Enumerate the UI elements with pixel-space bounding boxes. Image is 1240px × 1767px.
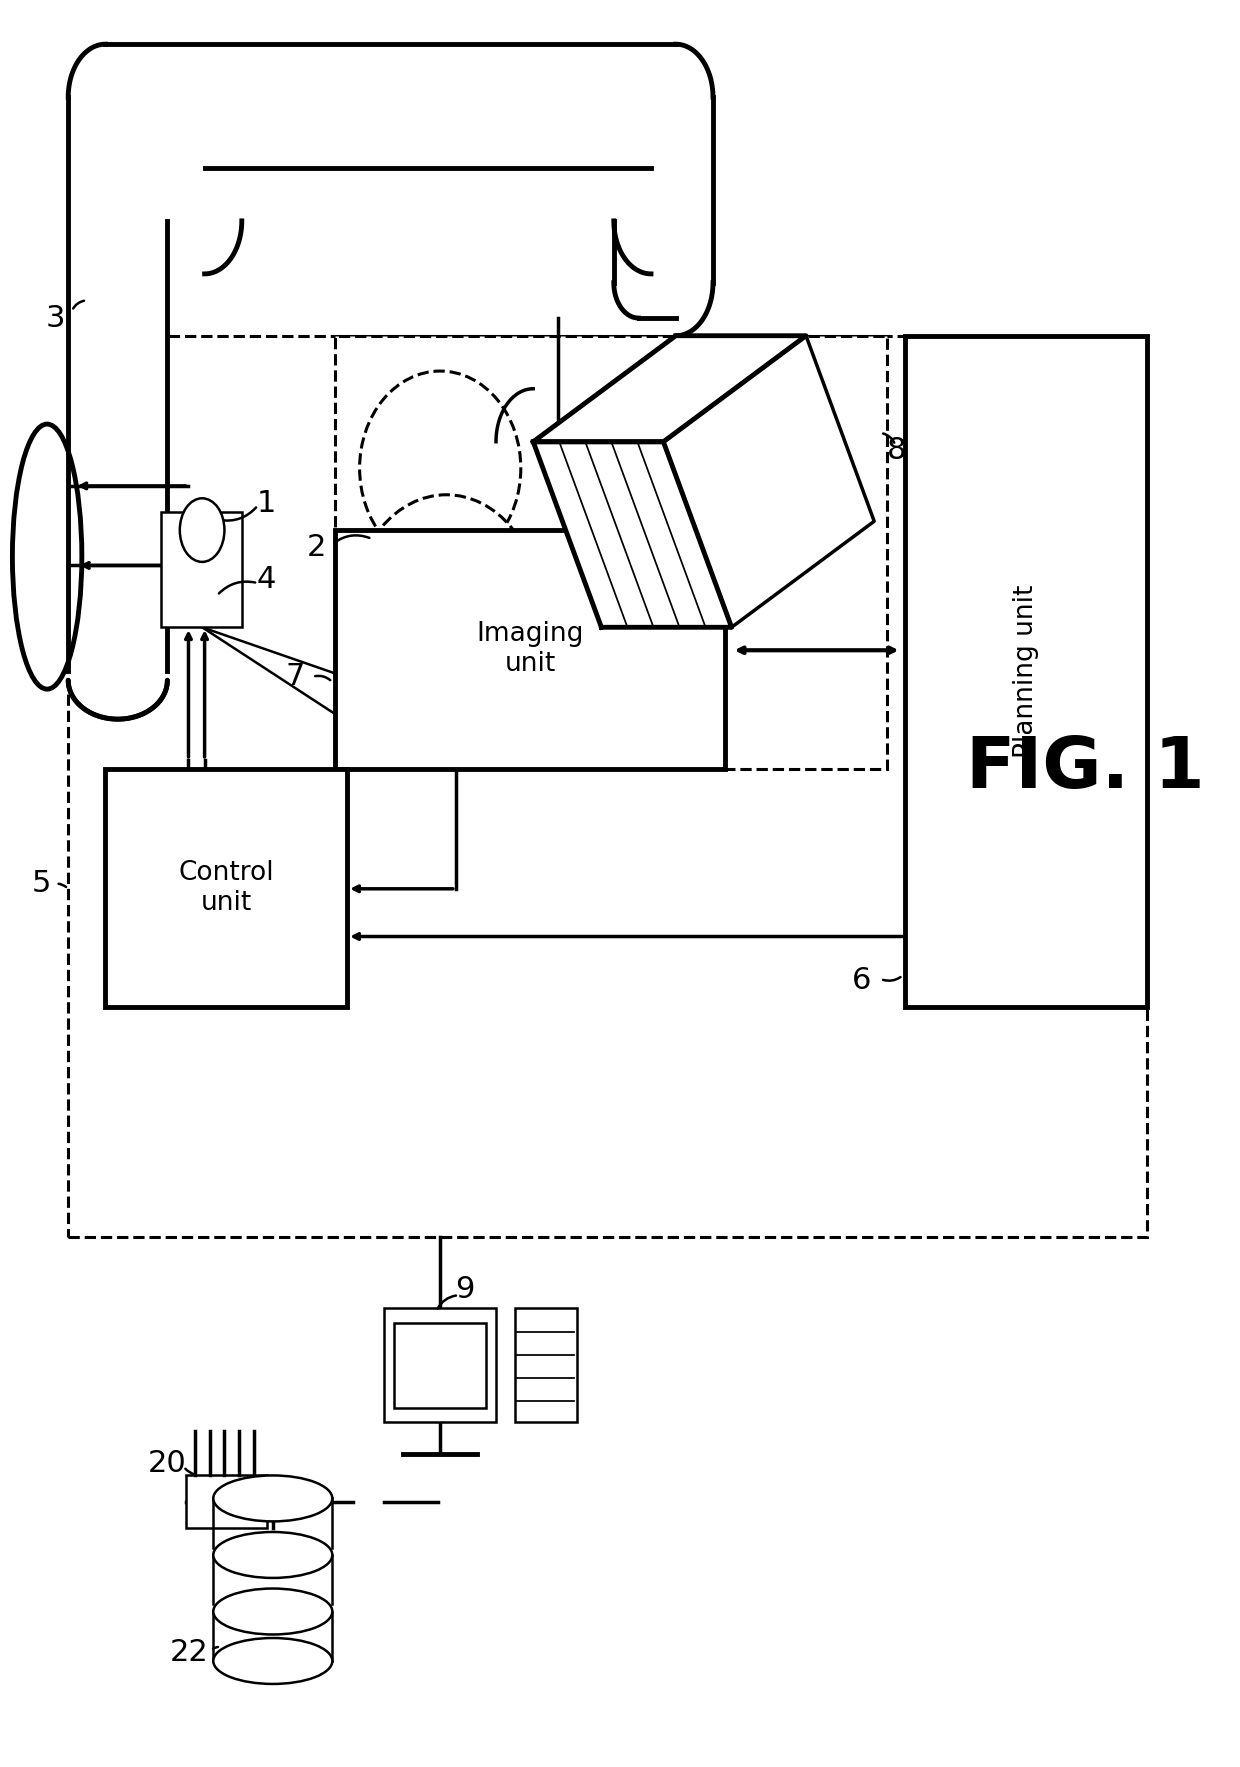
Text: 7: 7 — [285, 663, 305, 691]
Ellipse shape — [213, 1638, 332, 1684]
Polygon shape — [663, 336, 874, 627]
Ellipse shape — [12, 424, 82, 689]
Text: 22: 22 — [170, 1638, 208, 1666]
Polygon shape — [533, 442, 732, 627]
Ellipse shape — [213, 1475, 332, 1521]
Bar — [161, 512, 242, 627]
Text: Planning unit: Planning unit — [1013, 585, 1039, 758]
Text: 6: 6 — [852, 967, 872, 995]
Bar — [105, 769, 347, 1007]
Text: 9: 9 — [455, 1276, 475, 1304]
Bar — [335, 530, 725, 769]
Bar — [394, 1323, 486, 1408]
Bar — [384, 1308, 496, 1422]
Text: 8: 8 — [887, 436, 906, 465]
Text: Imaging
unit: Imaging unit — [476, 622, 584, 677]
Text: 5: 5 — [31, 869, 51, 898]
Bar — [515, 1308, 577, 1422]
Text: 4: 4 — [257, 565, 277, 594]
Bar — [68, 336, 1147, 1237]
Text: Control
unit: Control unit — [179, 861, 274, 915]
Polygon shape — [614, 168, 713, 318]
Ellipse shape — [213, 1589, 332, 1634]
Ellipse shape — [360, 371, 521, 565]
Ellipse shape — [180, 498, 224, 562]
Bar — [335, 336, 887, 769]
Ellipse shape — [213, 1532, 332, 1578]
Bar — [905, 336, 1147, 1007]
Bar — [186, 1475, 267, 1528]
Polygon shape — [68, 44, 713, 168]
Text: 3: 3 — [46, 304, 66, 332]
Text: 1: 1 — [257, 489, 277, 518]
Text: 2: 2 — [306, 534, 326, 562]
Ellipse shape — [353, 495, 539, 724]
Polygon shape — [533, 336, 806, 442]
Text: FIG. 1: FIG. 1 — [966, 733, 1204, 804]
Polygon shape — [68, 168, 167, 680]
Text: 20: 20 — [148, 1449, 187, 1477]
